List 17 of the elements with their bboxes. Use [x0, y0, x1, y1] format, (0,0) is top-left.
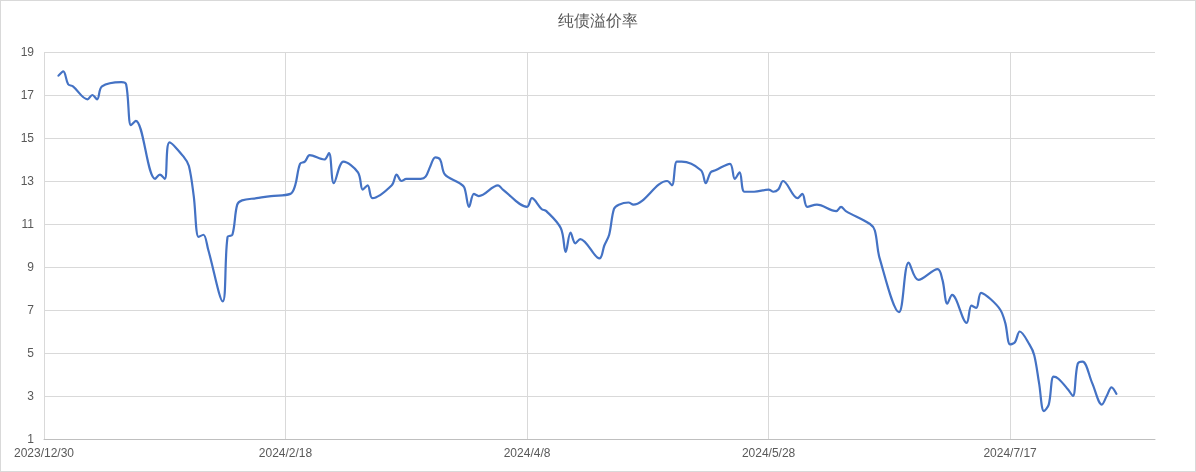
x-tick-label: 2024/2/18: [258, 446, 313, 460]
x-tick-label: 2024/4/8: [503, 446, 551, 460]
y-tick-label: 11: [21, 217, 35, 231]
y-tick-label: 13: [20, 174, 35, 188]
line-series: [57, 70, 1118, 413]
y-tick-label: 17: [20, 88, 35, 102]
x-tick-label: 2024/5/28: [741, 446, 796, 460]
y-tick-label: 1: [27, 432, 35, 446]
x-tick-label: 2024/7/17: [983, 446, 1038, 460]
y-tick-label: 3: [27, 389, 35, 403]
chart-title: 纯债溢价率: [558, 11, 638, 29]
y-tick-label: 15: [20, 131, 35, 145]
y-tick-label: 19: [20, 45, 35, 59]
y-tick-label: 7: [27, 303, 35, 317]
x-tick-label: 2023/12/30: [13, 446, 75, 460]
y-tick-label: 5: [27, 346, 35, 360]
y-tick-label: 9: [27, 260, 35, 274]
